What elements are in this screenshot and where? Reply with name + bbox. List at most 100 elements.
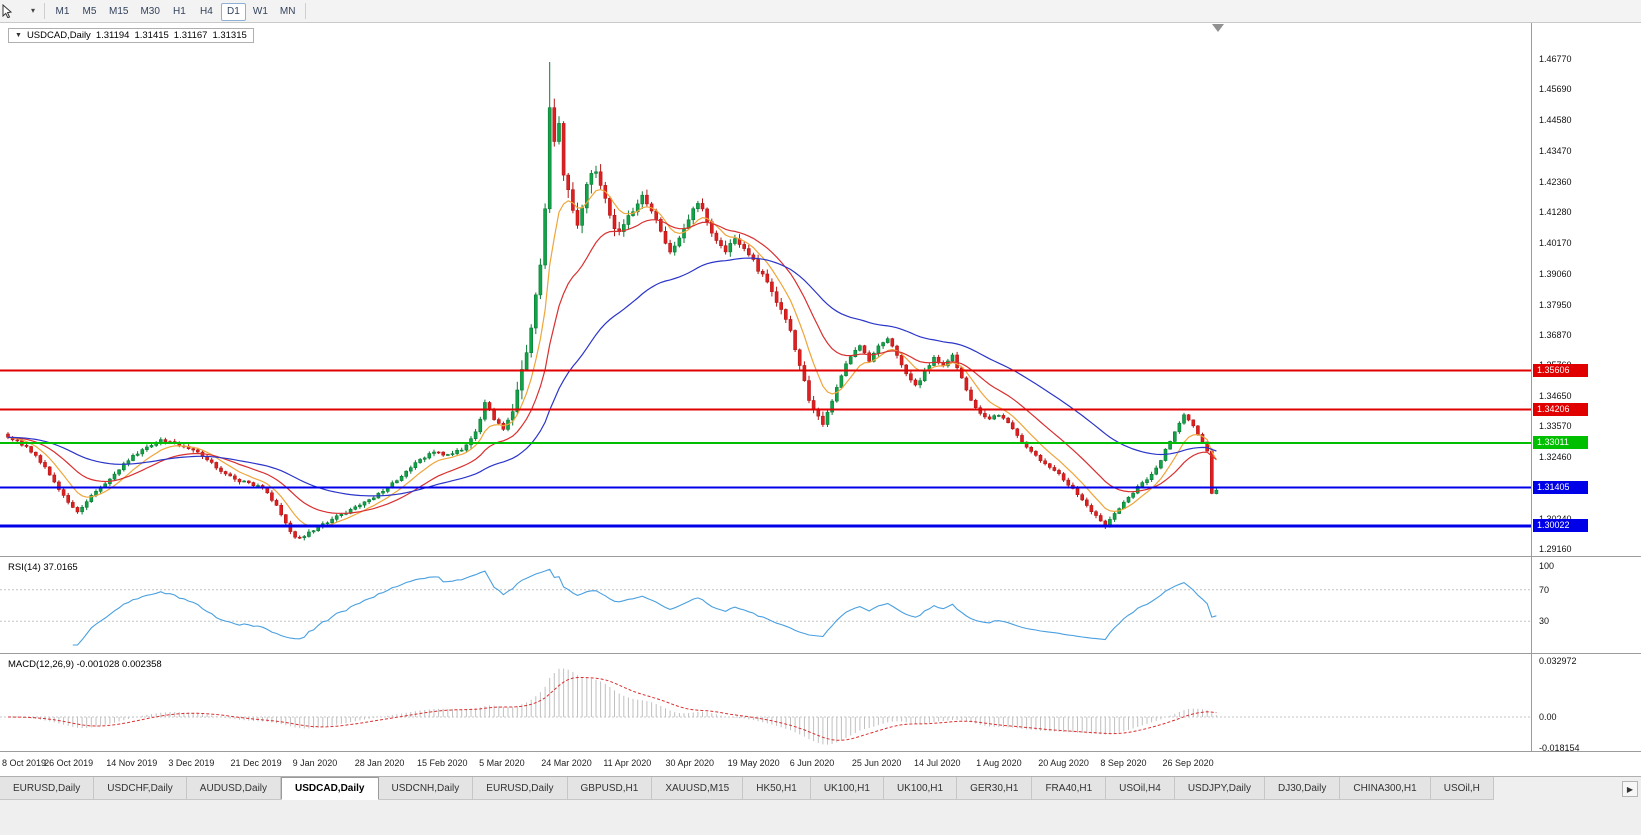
price-axis-tick: 1.37950: [1539, 299, 1572, 310]
macd-indicator-label: MACD(12,26,9) -0.001028 0.002358: [8, 659, 162, 670]
price-chart-canvas[interactable]: [0, 0, 1531, 556]
chart-tab-xauusd-m15[interactable]: XAUUSD,M15: [652, 777, 744, 800]
time-axis-label: 24 Mar 2020: [541, 758, 592, 768]
chart-tab-label: EURUSD,Daily: [13, 782, 81, 794]
chart-tab-fra40-h1[interactable]: FRA40,H1: [1032, 777, 1107, 800]
rsi-axis-tick: 70: [1539, 584, 1550, 595]
level-price-tag: 1.30022: [1533, 519, 1588, 533]
price-axis-tick: 1.45690: [1539, 84, 1572, 95]
chart-tab-label: FRA40,H1: [1045, 782, 1093, 794]
rsi-axis-tick: 30: [1539, 616, 1550, 627]
timeframe-button-h4[interactable]: H4: [194, 3, 219, 21]
price-axis-tick: 1.43470: [1539, 145, 1572, 156]
macd-axis-tick: 0.00: [1539, 712, 1557, 722]
chart-tab-audusd-daily[interactable]: AUDUSD,Daily: [186, 777, 282, 800]
chart-tab-uk100-h1[interactable]: UK100,H1: [883, 777, 958, 800]
low-value: 1.31167: [173, 30, 208, 41]
chart-tab-usdjpy-daily[interactable]: USDJPY,Daily: [1174, 777, 1265, 800]
rsi-axis-tick: 100: [1539, 561, 1555, 571]
chart-tab-bar: EURUSD,Daily USDCHF,Daily AUDUSD,Daily USDC…: [0, 777, 1641, 800]
chart-tab-usdcad-daily[interactable]: USDCAD,Daily: [281, 777, 379, 800]
collapse-arrow-icon[interactable]: ▼: [15, 32, 22, 39]
time-axis-label: 21 Dec 2019: [230, 758, 282, 768]
price-axis-tick: 1.40170: [1539, 237, 1572, 248]
time-axis-label: 14 Jul 2020: [914, 758, 961, 768]
toolbar-dropdown-button[interactable]: ▾: [26, 2, 40, 21]
macd-axis-tick: -0.018154: [1539, 742, 1580, 753]
chart-tab-label: HK50,H1: [756, 782, 797, 794]
chevron-right-icon: ▶: [1626, 784, 1634, 794]
chart-tab-usdcnh-daily[interactable]: USDCNH,Daily: [378, 777, 474, 800]
price-axis-tick: 1.33570: [1539, 421, 1572, 432]
time-axis-label: 26 Oct 2019: [44, 758, 94, 768]
chart-tab-label: XAUUSD,M15: [665, 782, 730, 794]
time-axis-label: 8 Oct 2019: [2, 758, 47, 768]
toolbar: ▾ M1 M5 M15 M30 H1 H4 D1 W1 MN: [0, 0, 1641, 23]
open-value: 1.31194: [95, 30, 130, 41]
time-axis-label: 3 Dec 2019: [168, 758, 215, 768]
chart-tab-label: DJ30,Daily: [1278, 782, 1327, 794]
chart-tab-label: USOil,H: [1443, 782, 1480, 794]
chart-tab-label: GBPUSD,H1: [580, 782, 639, 794]
toolbar-separator: [305, 3, 307, 19]
time-axis-label: 19 May 2020: [727, 758, 780, 768]
high-value: 1.31415: [134, 30, 169, 41]
level-price-tag: 1.33011: [1533, 435, 1588, 449]
chart-tab-label: USDCHF,Daily: [107, 782, 173, 794]
timeframe-button-m15[interactable]: M15: [104, 3, 133, 21]
chart-tab-label: USDJPY,Daily: [1187, 782, 1251, 794]
timeframe-button-w1[interactable]: W1: [248, 3, 273, 21]
ma-20-line: [7, 219, 1217, 514]
axis-separator: [1531, 23, 1532, 752]
macd-axis-tick: 0.032972: [1539, 656, 1577, 667]
time-axis-label: 26 Sep 2020: [1162, 758, 1214, 768]
chart-tab-label: UK100,H1: [896, 782, 944, 794]
chart-tab-label: USDCAD,Daily: [295, 783, 365, 794]
time-axis-label: 9 Jan 2020: [292, 758, 338, 768]
chart-tab-label: CHINA300,H1: [1353, 782, 1417, 794]
tab-scroll-right-button[interactable]: ▶: [1622, 781, 1638, 797]
chart-tab-usoil-h[interactable]: USOil,H: [1430, 777, 1494, 800]
price-axis[interactable]: 1.46770 1.45690 1.44580 1.43470 1.42360 1.412…: [1532, 0, 1641, 775]
time-axis-label: 1 Aug 2020: [976, 758, 1022, 768]
time-axis-label: 28 Jan 2020: [354, 758, 405, 768]
chart-tab-eurusd-daily[interactable]: EURUSD,Daily: [473, 777, 568, 800]
level-price-tag: 1.35606: [1533, 363, 1588, 377]
timeframe-button-mn[interactable]: MN: [275, 3, 301, 21]
chart-tab-china300-h1[interactable]: CHINA300,H1: [1340, 777, 1431, 800]
chart-tab-label: USOil,H4: [1119, 782, 1161, 794]
time-axis-label: 15 Feb 2020: [416, 758, 468, 768]
timeframe-button-h1[interactable]: H1: [167, 3, 192, 21]
chart-tab-hk50-h1[interactable]: HK50,H1: [743, 777, 811, 800]
timeframe-button-group: M1 M5 M15 M30 H1 H4 D1 W1 MN: [49, 1, 301, 21]
panel-separator[interactable]: [0, 556, 1641, 557]
price-axis-tick: 1.29160: [1539, 544, 1572, 555]
timeframe-button-m30[interactable]: M30: [135, 3, 164, 21]
price-axis-tick: 1.36870: [1539, 329, 1572, 340]
price-axis-tick: 1.39060: [1539, 268, 1572, 279]
ma-8-line: [7, 188, 1217, 528]
chart-tab-eurusd-daily[interactable]: EURUSD,Daily: [0, 777, 95, 800]
rsi-indicator-label: RSI(14) 37.0165: [8, 562, 78, 573]
chart-tab-label: EURUSD,Daily: [486, 782, 554, 794]
panel-separator[interactable]: [0, 653, 1641, 654]
chart-tab-uk100-h1[interactable]: UK100,H1: [810, 777, 884, 800]
chart-tab-dj30-daily[interactable]: DJ30,Daily: [1265, 777, 1341, 800]
time-axis[interactable]: 8 Oct 2019 26 Oct 2019 14 Nov 2019 3 Dec 20…: [0, 753, 1531, 775]
chart-tab-gbpusd-h1[interactable]: GBPUSD,H1: [567, 777, 653, 800]
timeframe-button-m1[interactable]: M1: [50, 3, 75, 21]
chart-tab-ger30-h1[interactable]: GER30,H1: [957, 777, 1033, 800]
cursor-icon: [2, 4, 13, 18]
chart-tab-usdchf-daily[interactable]: USDCHF,Daily: [94, 777, 187, 800]
time-axis-label: 14 Nov 2019: [106, 758, 158, 768]
timeframe-button-d1[interactable]: D1: [220, 2, 246, 21]
chart-tab-usoil-h4[interactable]: USOil,H4: [1106, 777, 1175, 800]
time-axis-label: 6 Jun 2020: [789, 758, 835, 768]
timeframe-button-m5[interactable]: M5: [77, 3, 102, 21]
panel-separator[interactable]: [0, 751, 1641, 752]
price-axis-tick: 1.41280: [1539, 206, 1572, 217]
cursor-tool-button[interactable]: [2, 2, 24, 21]
rsi-chart-canvas[interactable]: [0, 558, 1531, 653]
chart-ohlc-header: ▼ USDCAD,Daily 1.31194 1.31415 1.31167 1…: [8, 28, 254, 43]
macd-chart-canvas[interactable]: [0, 655, 1531, 751]
